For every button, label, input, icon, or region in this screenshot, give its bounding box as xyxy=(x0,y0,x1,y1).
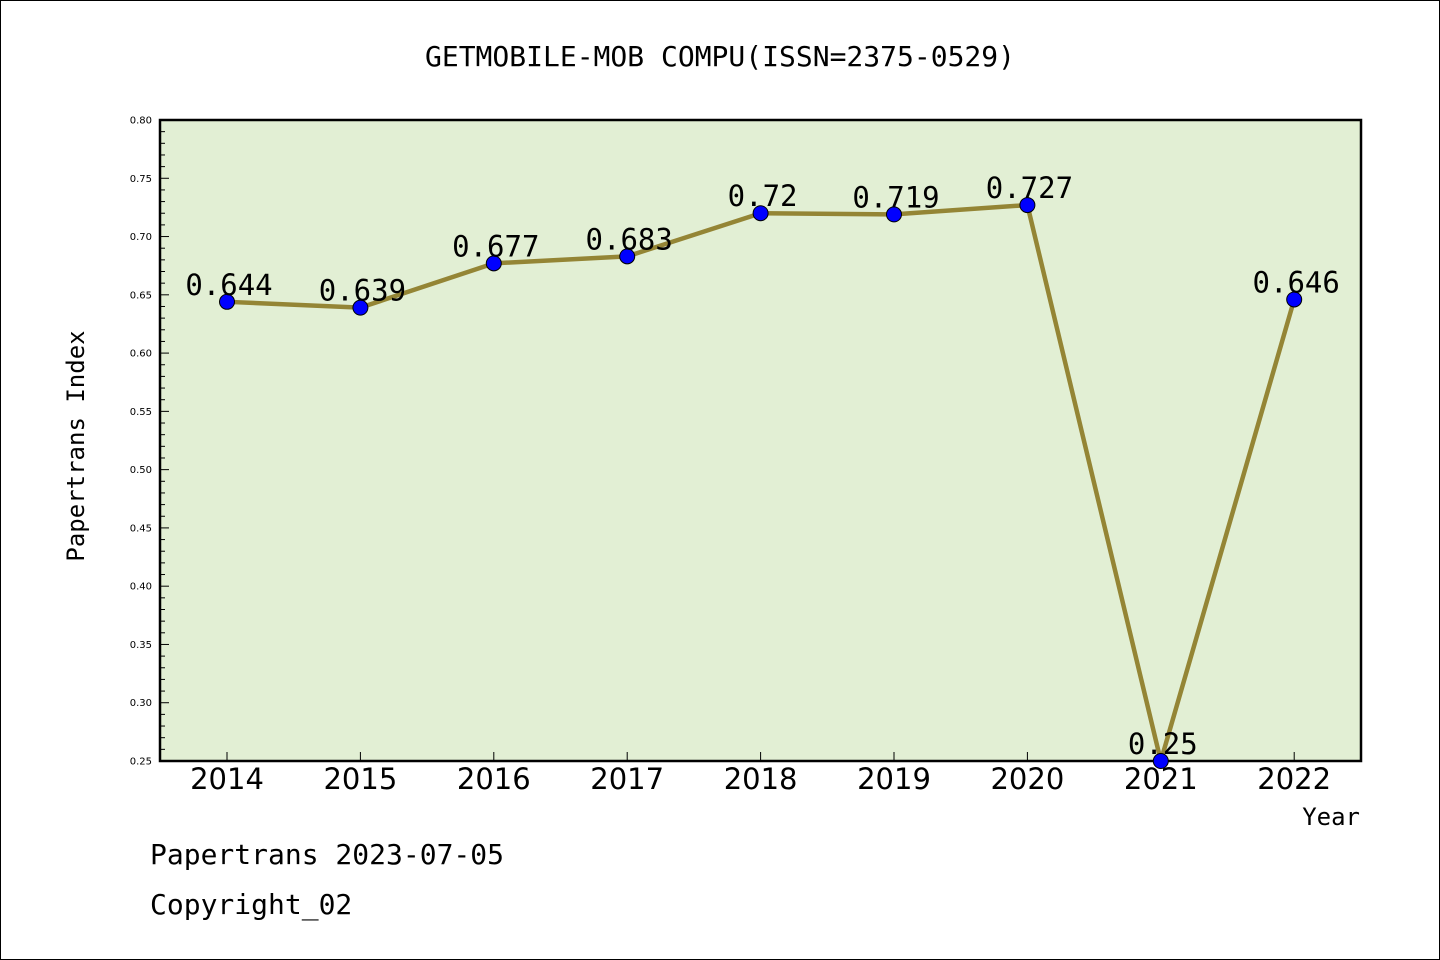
data-label: 0.646 xyxy=(1253,265,1340,299)
x-tick-label: 2022 xyxy=(1257,762,1331,796)
data-point xyxy=(485,255,502,272)
x-axis-label: Year xyxy=(1302,803,1360,831)
data-point xyxy=(219,293,235,310)
data-label: 0.639 xyxy=(319,274,406,308)
y-tick-label: 0.80 xyxy=(130,116,152,127)
data-label: 0.683 xyxy=(586,222,673,256)
y-tick-label: 0.60 xyxy=(130,349,152,360)
data-label: 0.25 xyxy=(1128,727,1198,761)
data-point xyxy=(352,299,369,316)
x-tick-label: 2014 xyxy=(190,762,264,796)
y-tick-label: 0.75 xyxy=(130,174,152,185)
x-tick-label: 2015 xyxy=(323,762,397,796)
data-point xyxy=(886,206,902,223)
chart-title: GETMOBILE-MOB COMPU(ISSN=2375-0529) xyxy=(425,40,1015,73)
data-point xyxy=(1019,197,1036,214)
data-point xyxy=(1152,753,1169,769)
y-tick-label: 0.25 xyxy=(130,757,152,768)
y-tick-label: 0.70 xyxy=(130,232,152,243)
y-tick-label: 0.35 xyxy=(130,640,152,651)
y-axis-ticks: 0.25 0.30 0.35 0.40 0.45 0.50 0.55 0.60 0.65 0.70… xyxy=(130,116,169,768)
data-point xyxy=(1286,291,1303,308)
y-tick-label: 0.65 xyxy=(130,290,152,301)
x-tick-label: 2017 xyxy=(590,762,664,796)
data-label: 0.644 xyxy=(185,268,272,302)
data-label: 0.72 xyxy=(728,179,798,213)
y-tick-label: 0.40 xyxy=(130,582,152,593)
y-tick-label: 0.55 xyxy=(130,407,152,418)
data-point xyxy=(752,205,769,222)
y-axis-label: Papertrans Index xyxy=(62,330,90,561)
x-tick-label: 2018 xyxy=(724,762,798,796)
y-tick-label: 0.45 xyxy=(130,523,152,534)
y-tick-label: 0.50 xyxy=(130,465,152,476)
x-tick-label: 2016 xyxy=(457,762,531,796)
y-tick-label: 0.30 xyxy=(130,698,152,709)
data-markers xyxy=(219,197,1303,769)
x-tick-label: 2020 xyxy=(990,762,1064,796)
data-point xyxy=(619,248,636,265)
data-label: 0.719 xyxy=(852,180,939,214)
data-labels: 0.644 0.639 0.677 0.683 0.72 0.719 0.727 0.25 0.… xyxy=(185,171,1340,761)
x-axis-ticks: 2014 2015 2016 2017 2018 2019 2020 2021 2022 xyxy=(190,752,1331,796)
data-label: 0.677 xyxy=(452,229,539,263)
data-label: 0.727 xyxy=(986,171,1073,205)
x-tick-label: 2019 xyxy=(857,762,931,796)
footer-date: Papertrans 2023-07-05 xyxy=(150,838,504,871)
plot-area xyxy=(158,118,1363,763)
footer-copyright: Copyright_02 xyxy=(150,888,352,922)
